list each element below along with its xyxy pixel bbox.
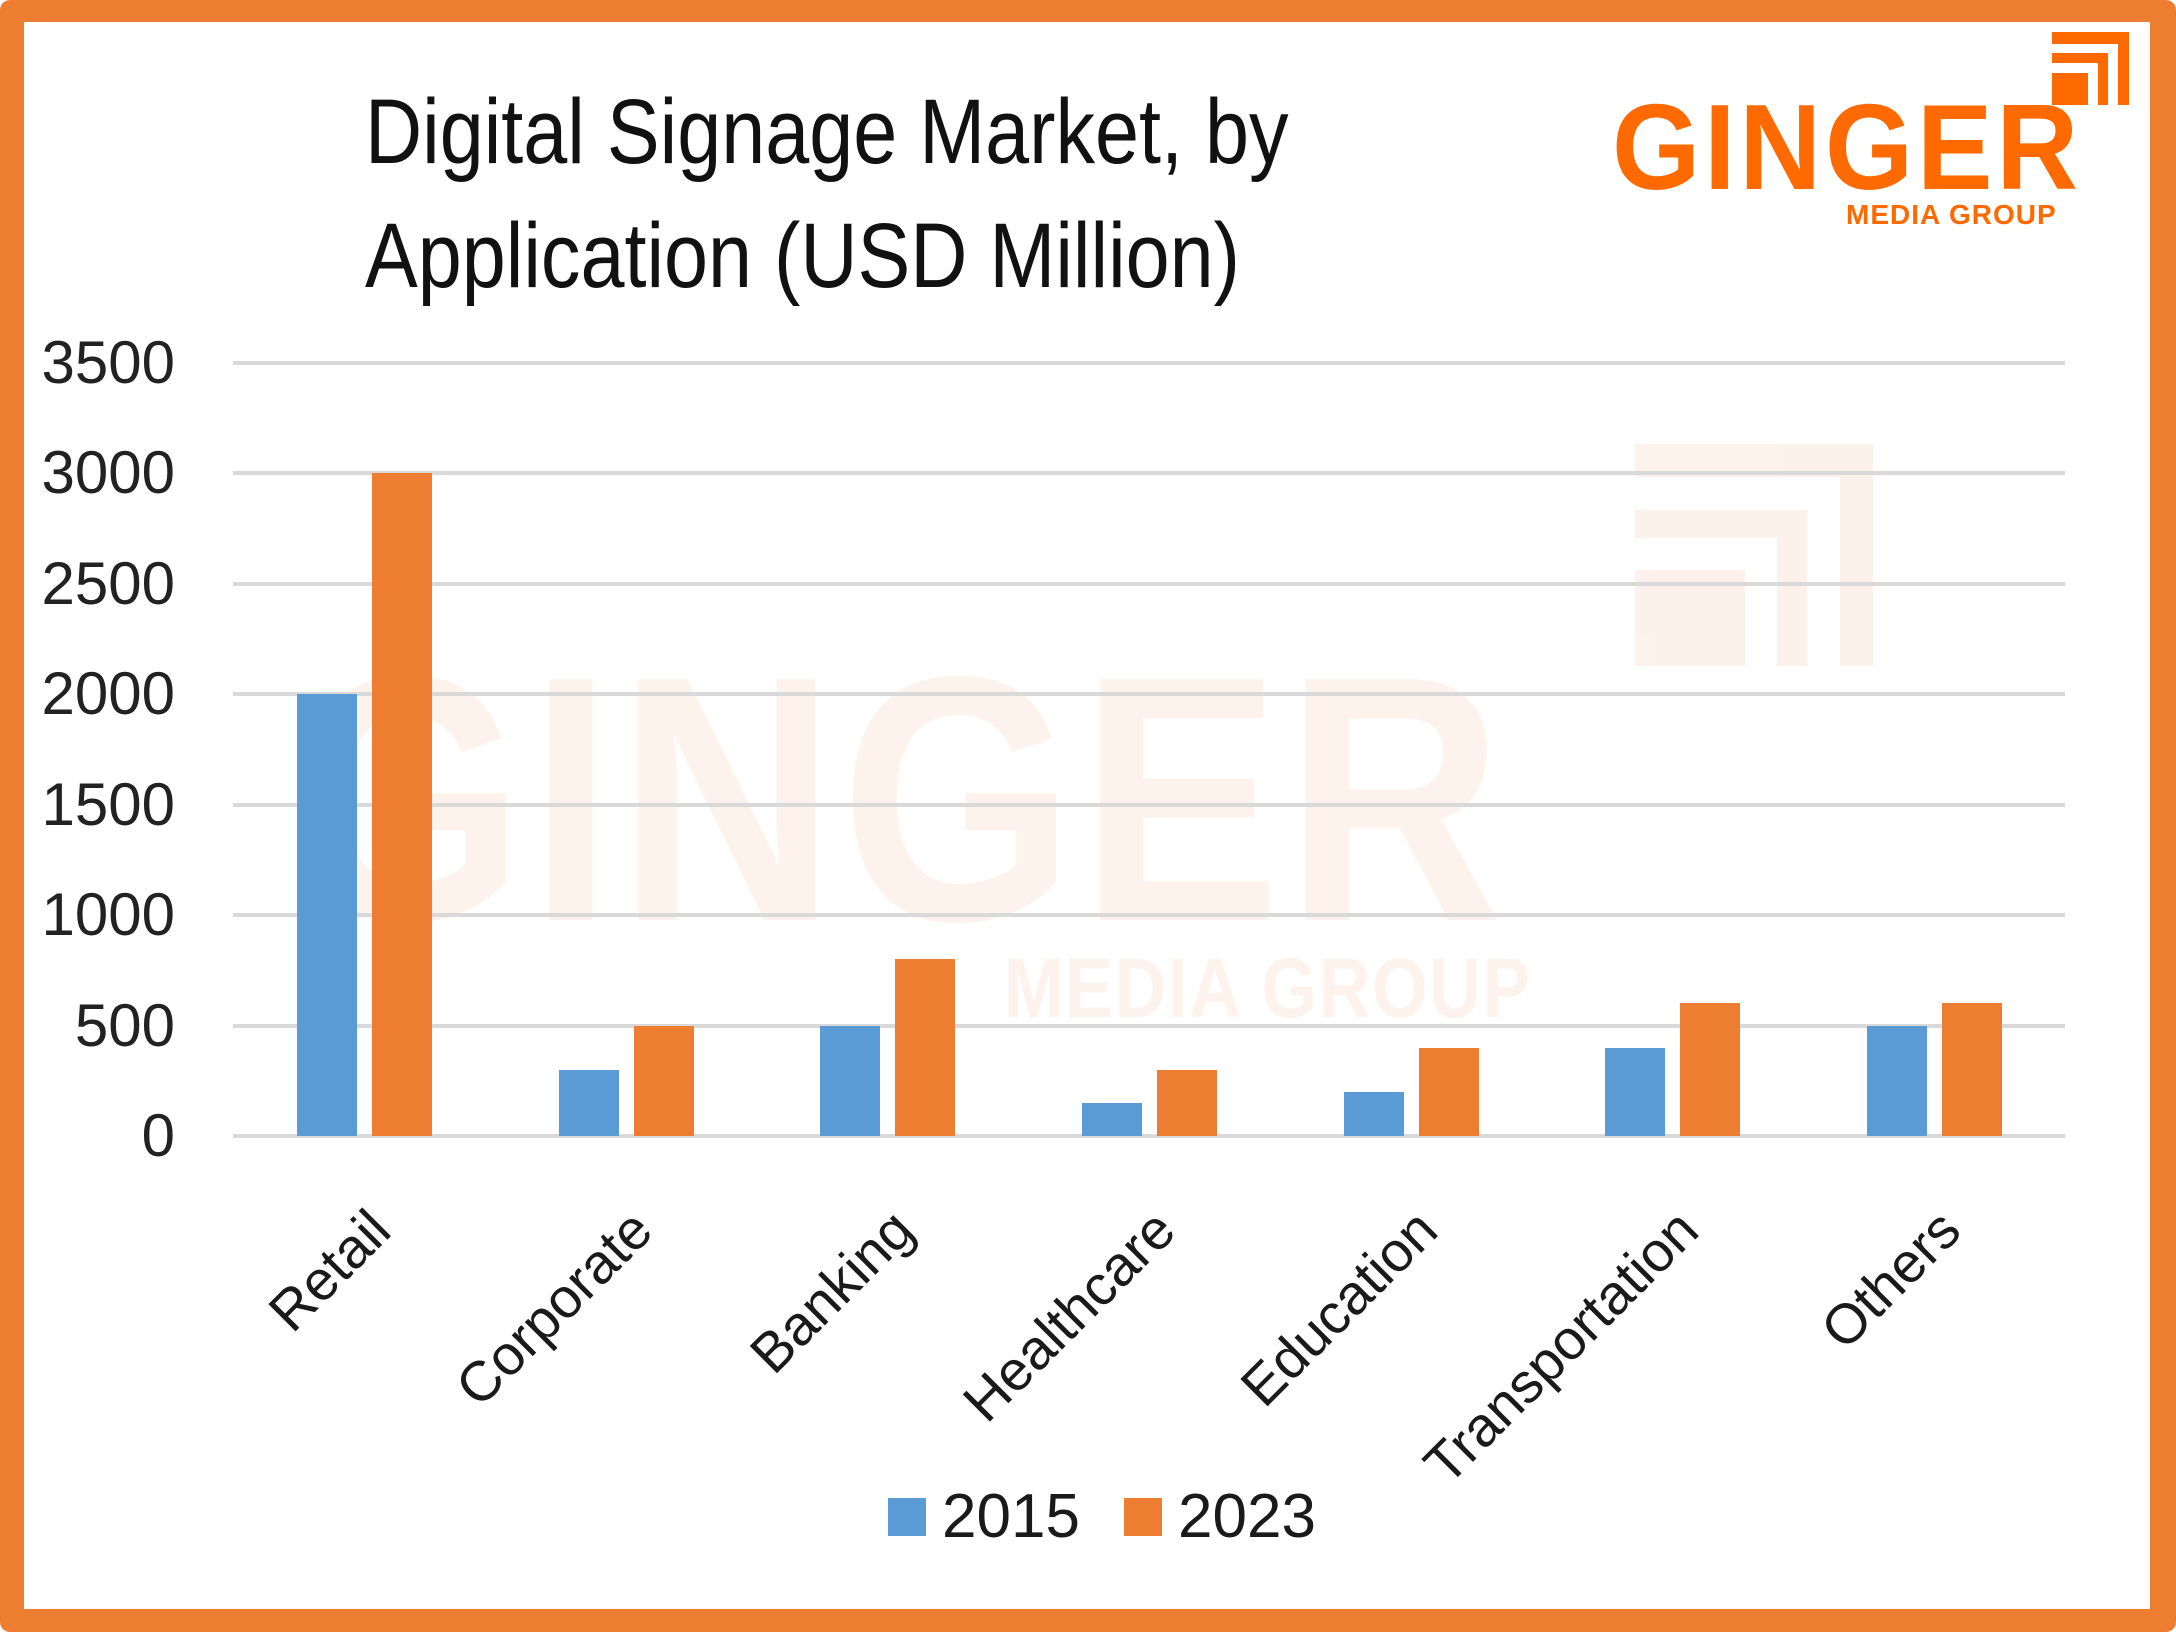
legend-swatch-2015 [888,1498,926,1536]
gridline [233,913,2065,918]
gridline [233,471,2065,476]
bar-banking-2015 [820,1025,881,1136]
bar-corporate-2023 [633,1025,694,1136]
bar-others-2015 [1867,1025,1928,1136]
gridline [233,581,2065,586]
y-axis-tick-label: 2500 [41,549,175,617]
bar-retail-2015 [296,694,357,1136]
y-axis-tick-label: 1000 [41,881,175,949]
y-axis-tick-label: 3000 [41,439,175,507]
y-axis-tick-label: 2000 [41,660,175,728]
chart-title-line-2: Application (USD Million) [365,205,1240,307]
bar-education-2015 [1343,1091,1404,1136]
x-axis-baseline [233,1134,2065,1138]
bar-banking-2023 [895,959,956,1136]
bar-education-2023 [1418,1047,1479,1136]
legend-label-2023: 2023 [1178,1482,1316,1551]
bar-transportation-2015 [1605,1047,1666,1136]
y-axis-tick-label: 0 [141,1102,175,1169]
legend-swatch-2023 [1124,1498,1162,1536]
gridline [233,361,2065,365]
chart-title: Digital Signage Market, by Application (… [365,70,1289,318]
bar-healthcare-2023 [1157,1069,1217,1136]
chart-title-line-1: Digital Signage Market, by [365,81,1289,183]
bar-healthcare-2015 [1082,1102,1142,1136]
watermark-logo-icon [1635,444,1873,666]
bar-corporate-2015 [558,1069,619,1136]
legend-label-2015: 2015 [942,1482,1080,1551]
bar-retail-2023 [371,473,432,1136]
bar-others-2023 [1942,1003,2003,1136]
logo-subtitle: MEDIA GROUP [1846,199,2057,230]
logo-brand: GINGER [1612,79,2082,215]
legend: 2015 2023 [888,1486,1328,1550]
gridline [233,692,2065,697]
logo-icon [2052,32,2129,105]
y-axis-tick-label: 3500 [41,329,175,396]
gridline [233,802,2065,807]
bar-transportation-2023 [1680,1003,1741,1136]
y-axis-tick-label: 500 [74,991,175,1059]
gridline [233,1023,2065,1028]
y-axis-tick-label: 1500 [41,770,175,838]
